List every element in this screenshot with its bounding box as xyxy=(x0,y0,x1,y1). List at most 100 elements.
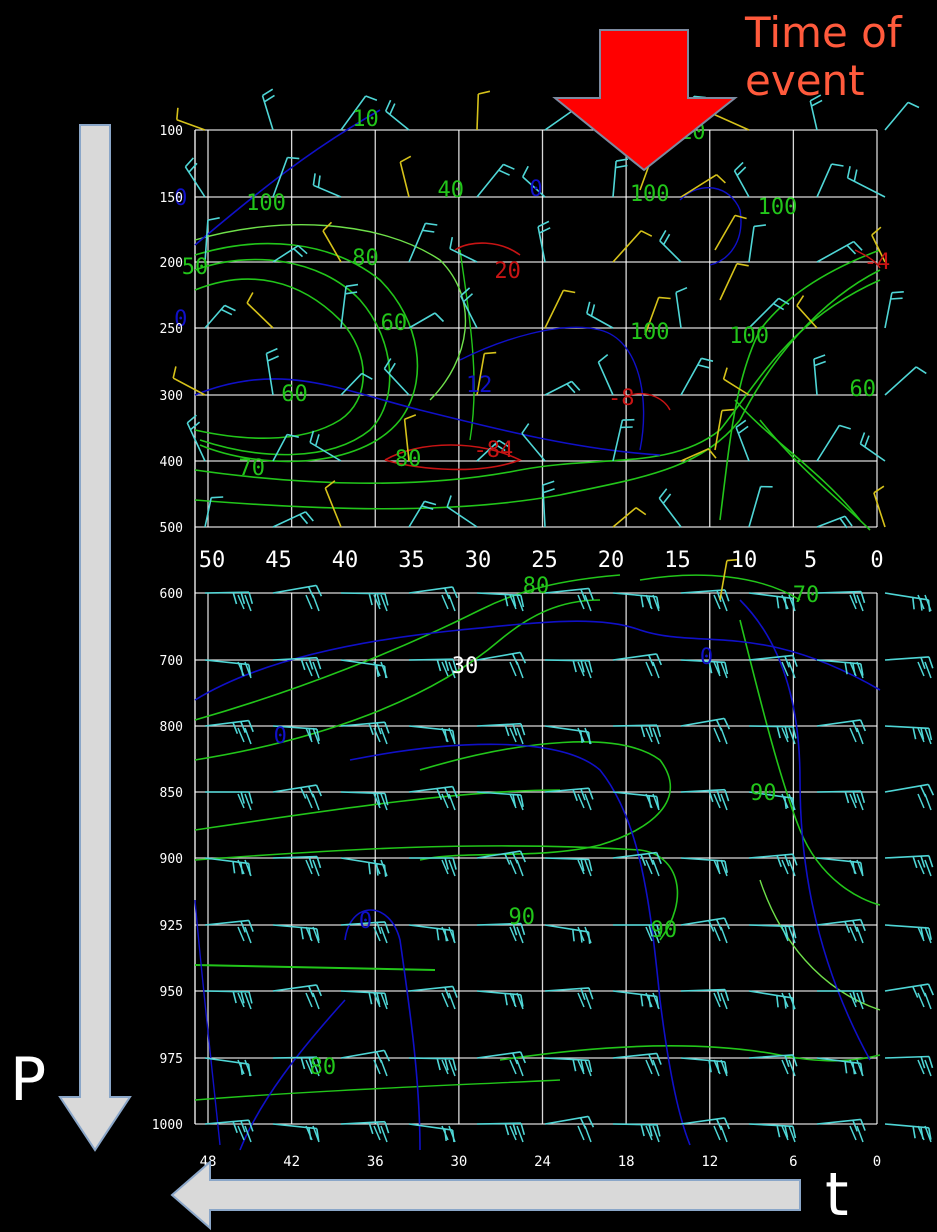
y-tick-label: 975 xyxy=(160,1052,183,1067)
y-tick-label: 400 xyxy=(160,455,183,470)
wind-barb xyxy=(384,99,410,131)
wind-barb-tick xyxy=(373,594,388,612)
wind-barb xyxy=(597,353,614,396)
wind-barb-tick xyxy=(441,793,456,811)
wind-barb xyxy=(722,367,750,396)
contour-blue xyxy=(739,599,871,1061)
wind-barb-tick xyxy=(305,793,320,811)
wind-barb-tick xyxy=(713,992,728,1010)
wind-barb-tick xyxy=(441,1125,456,1143)
contour-green xyxy=(194,574,621,721)
wind-barb xyxy=(172,366,206,396)
wind-barb xyxy=(476,592,525,608)
wind-barb xyxy=(205,791,253,804)
wind-barb xyxy=(544,587,594,601)
wind-barb-tick xyxy=(917,661,932,679)
wind-barb xyxy=(658,488,682,528)
wind-barb xyxy=(544,659,593,673)
y-axis-ticks: 100 150 200 250 300 400 500 600 700 800 850 900 925 9… xyxy=(152,124,183,1133)
contour-label: 90 xyxy=(651,918,678,943)
wind-barb xyxy=(884,1123,932,1140)
contour-blue xyxy=(344,909,421,1151)
contour-label: 0 xyxy=(529,177,542,202)
wind-barb xyxy=(459,287,478,329)
x-tick-label: 30 xyxy=(450,1154,467,1170)
wind-barb xyxy=(324,480,342,528)
wind-barb-tick xyxy=(577,793,592,811)
wind-barb xyxy=(408,785,458,800)
wind-barb xyxy=(612,507,647,528)
wind-barb xyxy=(714,214,747,251)
contour-green xyxy=(734,399,861,521)
contour-green xyxy=(719,249,881,521)
wind-barb-tick xyxy=(237,594,252,612)
wind-barb xyxy=(884,366,927,396)
wind-barb xyxy=(408,924,456,943)
wind-barb xyxy=(340,721,390,736)
wind-barb-tick xyxy=(917,727,932,745)
wind-barb-tick xyxy=(645,859,660,877)
wind-barb xyxy=(272,656,322,671)
inner-tick-label: 35 xyxy=(398,548,425,573)
wind-barb xyxy=(680,659,729,675)
wind-barb-tick xyxy=(577,859,592,877)
contour-label: 50 xyxy=(182,255,209,280)
wind-barb-tick xyxy=(509,1125,524,1143)
wind-barb xyxy=(544,787,594,802)
y-tick-label: 800 xyxy=(160,720,183,735)
contour-label: 90 xyxy=(509,905,536,930)
contour-blue xyxy=(194,378,661,456)
wind-barb xyxy=(476,90,491,131)
contour-green xyxy=(194,599,601,761)
wind-barb xyxy=(796,295,818,329)
wind-barb-tick xyxy=(237,1125,252,1143)
wind-barb-tick xyxy=(373,1125,388,1143)
wind-barb xyxy=(816,659,864,676)
event-label-line2: event xyxy=(745,56,865,105)
contour-label: -8 xyxy=(608,386,635,411)
contour-label: 70 xyxy=(239,456,266,481)
wind-barb-tick xyxy=(305,1125,320,1143)
wind-barb xyxy=(265,347,279,396)
wind-barb xyxy=(204,217,220,263)
grid xyxy=(194,129,878,1125)
wind-barb xyxy=(309,430,342,462)
y-tick-label: 900 xyxy=(160,852,183,867)
inner-tick-label: 20 xyxy=(598,548,625,573)
wind-barb xyxy=(408,312,445,329)
wind-barb xyxy=(644,296,671,336)
wind-barb xyxy=(884,101,920,131)
wind-barb-tick xyxy=(441,992,456,1010)
wind-barb xyxy=(340,921,390,935)
x-axis-ticks: 48 42 36 30 24 18 12 6 0 xyxy=(200,1154,882,1170)
contour-green xyxy=(194,964,436,971)
wind-barb xyxy=(884,656,934,670)
wind-barb xyxy=(612,418,635,462)
wind-barb xyxy=(204,919,254,933)
contour-green xyxy=(194,258,391,456)
wind-barb-tick xyxy=(373,859,388,877)
wind-barb xyxy=(748,1054,798,1068)
contour-label: -4 xyxy=(864,250,891,275)
wind-barb xyxy=(680,357,714,396)
wind-barb-tick xyxy=(305,926,320,944)
x-tick-label: 18 xyxy=(618,1154,635,1170)
wind-barb xyxy=(884,783,935,797)
wind-barb-tick xyxy=(781,926,796,944)
wind-barb xyxy=(204,719,254,734)
wind-barb xyxy=(714,408,734,451)
wind-barb-tick xyxy=(917,793,932,811)
wind-barb xyxy=(272,433,299,462)
wind-barb-tick xyxy=(305,992,320,1010)
wind-barb xyxy=(399,155,412,198)
wind-barb xyxy=(272,156,300,198)
wind-barb xyxy=(184,157,206,198)
wind-barb xyxy=(816,918,866,933)
y-tick-label: 300 xyxy=(160,389,183,404)
time-axis-arrow xyxy=(170,1159,801,1231)
wind-barb xyxy=(612,851,662,866)
wind-barb-tick xyxy=(713,1125,728,1143)
wind-barb-tick xyxy=(509,594,524,612)
contour-green xyxy=(639,574,801,601)
wind-barb-tick xyxy=(237,859,252,877)
